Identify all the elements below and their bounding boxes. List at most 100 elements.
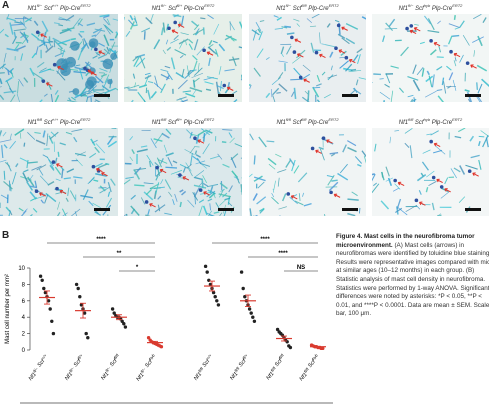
genotype: fl/− xyxy=(160,3,167,8)
fiber xyxy=(275,153,282,158)
fiber xyxy=(180,32,189,35)
fiber xyxy=(160,69,169,72)
image-label: Nf1fl/− Scffl/fl Plp-CreERT2 xyxy=(258,3,358,12)
fiber xyxy=(99,186,111,194)
gene: Nf1 xyxy=(265,371,275,381)
fiber xyxy=(312,86,321,89)
micrograph xyxy=(124,128,242,216)
fiber xyxy=(477,35,483,47)
data-point xyxy=(46,299,51,303)
fiber xyxy=(425,90,437,98)
fiber xyxy=(193,170,205,179)
fiber xyxy=(208,57,211,66)
arrow xyxy=(472,172,479,177)
fiber xyxy=(319,32,321,44)
data-point xyxy=(76,286,80,291)
fiber xyxy=(431,202,435,211)
fiber xyxy=(124,179,131,185)
fiber xyxy=(316,99,321,102)
fiber xyxy=(29,213,33,216)
fiber xyxy=(36,61,45,68)
data-point xyxy=(112,311,116,315)
fiber xyxy=(347,146,357,153)
fiber xyxy=(257,181,265,189)
fiber xyxy=(12,36,18,45)
data-point xyxy=(50,319,54,323)
cell xyxy=(329,190,333,195)
fiber xyxy=(165,74,170,81)
fiber xyxy=(174,48,187,56)
arrow xyxy=(303,78,310,83)
fiber xyxy=(208,192,216,199)
fiber xyxy=(426,70,430,76)
fiber xyxy=(41,20,49,32)
fiber xyxy=(139,56,146,69)
fiber xyxy=(187,166,193,177)
data-point xyxy=(146,336,151,340)
genotype: fl/fl xyxy=(301,3,307,8)
fiber xyxy=(271,192,275,198)
fiber xyxy=(412,79,421,92)
fiber xyxy=(192,89,197,96)
fiber xyxy=(195,134,200,144)
fiber xyxy=(272,95,276,102)
fiber xyxy=(39,99,43,102)
fiber xyxy=(476,64,488,72)
genotype: fl/− xyxy=(68,365,76,373)
fiber xyxy=(143,31,146,40)
fiber xyxy=(103,34,110,47)
fiber xyxy=(82,189,89,200)
fiber xyxy=(392,187,400,192)
genotype: hyb xyxy=(148,352,156,361)
cell xyxy=(409,24,414,28)
x-tick-label: Nf1fl/−Scf+/+ xyxy=(25,352,52,382)
fiber xyxy=(425,187,429,193)
fiber xyxy=(125,30,131,37)
fiber xyxy=(357,54,361,65)
fiber xyxy=(252,193,258,201)
fiber xyxy=(351,191,358,197)
fiber xyxy=(105,197,113,208)
fiber xyxy=(181,190,187,196)
fiber xyxy=(271,88,273,98)
arrow xyxy=(197,139,205,144)
arrow xyxy=(326,139,333,144)
data-point xyxy=(241,286,245,291)
blob xyxy=(110,52,118,60)
fiber xyxy=(448,72,454,81)
fiber xyxy=(80,93,87,98)
y-tick-label: 6 xyxy=(22,299,26,305)
fiber xyxy=(190,133,198,136)
genotype: +/+ xyxy=(52,3,59,8)
fiber xyxy=(232,56,237,67)
fiber xyxy=(11,23,25,26)
fiber xyxy=(240,157,242,159)
y-tick-label: 10 xyxy=(18,266,25,272)
fiber xyxy=(53,40,56,48)
fiber xyxy=(1,145,4,159)
arrow xyxy=(436,178,443,183)
fiber xyxy=(59,28,70,35)
fiber xyxy=(50,131,57,137)
fiber xyxy=(9,140,17,149)
fiber xyxy=(387,177,393,187)
fiber xyxy=(380,200,390,210)
fiber xyxy=(297,172,308,183)
fiber xyxy=(212,40,218,44)
fiber xyxy=(354,156,363,164)
fiber xyxy=(94,30,101,38)
fiber xyxy=(75,64,81,67)
gene: Scf xyxy=(274,358,284,368)
fiber xyxy=(339,56,346,59)
fiber xyxy=(194,100,199,102)
fiber xyxy=(421,161,429,171)
data-point xyxy=(82,311,87,315)
fiber xyxy=(219,81,222,92)
fiber xyxy=(143,191,154,201)
fiber xyxy=(459,165,466,175)
fiber xyxy=(13,28,26,32)
fiber xyxy=(52,37,60,43)
fiber xyxy=(277,177,280,187)
arrow xyxy=(333,193,341,198)
fiber xyxy=(321,43,326,46)
